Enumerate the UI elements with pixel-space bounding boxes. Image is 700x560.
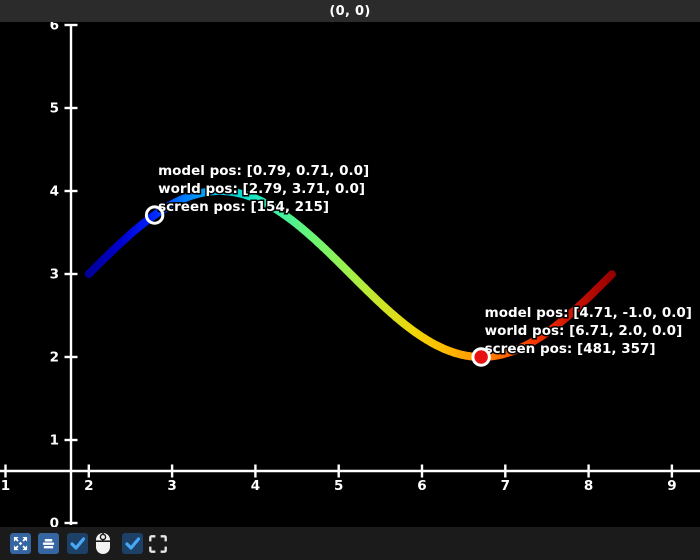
mouse-icon xyxy=(96,533,110,554)
y-tick-label: 5 xyxy=(50,101,59,117)
y-tick-label: 6 xyxy=(50,22,59,34)
x-tick-label: 3 xyxy=(167,478,176,494)
x-tick-label: 9 xyxy=(667,478,676,494)
checkbox-checked-icon xyxy=(125,537,141,550)
marker-annotation-line: model pos: [4.71, -1.0, 0.0] xyxy=(485,305,692,321)
marker-annotation-line: world pos: [6.71, 2.0, 0.0] xyxy=(485,323,683,339)
fullscreen-indicator xyxy=(147,532,169,556)
x-tick-label: 5 xyxy=(334,478,343,494)
x-tick-label: 7 xyxy=(501,478,510,494)
marker-1[interactable] xyxy=(144,205,165,225)
y-tick-label: 3 xyxy=(50,267,59,283)
toggle-1-checkbox[interactable] xyxy=(67,533,88,554)
y-tick-label: 0 xyxy=(50,516,59,528)
x-tick-label: 6 xyxy=(417,478,426,494)
center-button[interactable] xyxy=(38,533,59,554)
x-tick-label: 4 xyxy=(251,478,260,494)
cursor-position-readout: (0, 0) xyxy=(329,3,371,19)
toggle-2-checkbox[interactable] xyxy=(122,533,143,554)
plot-area[interactable]: 1 2 3 4 5 6 7 8 9 0 1 2 3 4 5 6 model pos: [0.79, 0.71, … xyxy=(0,22,700,527)
align-center-icon xyxy=(42,539,55,549)
checkbox-checked-icon xyxy=(70,537,86,550)
y-tick-label: 2 xyxy=(50,350,59,366)
marker-2[interactable] xyxy=(471,347,491,367)
x-tick-label: 1 xyxy=(1,478,10,494)
toolbar xyxy=(0,527,700,560)
x-tick-label: 2 xyxy=(84,478,93,494)
marker-annotation-line: screen pos: [481, 357] xyxy=(485,341,656,357)
y-tick-label: 4 xyxy=(50,184,59,200)
sine-curve xyxy=(84,187,616,361)
marker-annotation-line: world pos: [2.79, 3.71, 0.0] xyxy=(158,181,365,197)
mouse-indicator xyxy=(92,532,114,556)
title-bar: (0, 0) xyxy=(0,0,700,22)
expand-arrows-icon xyxy=(13,536,28,551)
marker-annotation-line: model pos: [0.79, 0.71, 0.0] xyxy=(158,163,369,179)
y-tick-label: 1 xyxy=(50,433,59,449)
marker-annotation-line: screen pos: [154, 215] xyxy=(158,199,329,215)
x-tick-label: 8 xyxy=(584,478,593,494)
pan-button[interactable] xyxy=(10,533,31,554)
fullscreen-icon xyxy=(149,534,167,553)
plot-canvas[interactable]: 1 2 3 4 5 6 7 8 9 0 1 2 3 4 5 6 model pos: [0.79, 0.71, … xyxy=(0,22,700,527)
